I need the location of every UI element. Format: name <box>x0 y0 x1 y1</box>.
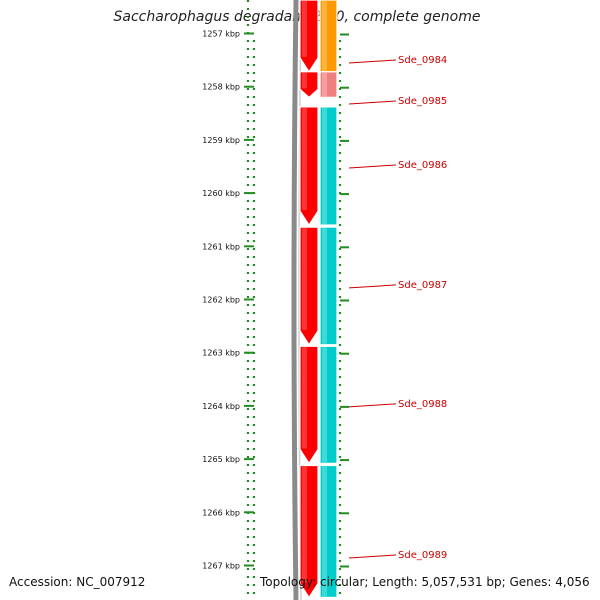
topology-text: Topology: circular; Length: 5,057,531 bp… <box>260 575 590 589</box>
backbone-line <box>291 0 299 600</box>
gene-shading <box>302 466 307 583</box>
gene-labels: Sde_0984 Sde_0985 Sde_0986 Sde_0987 Sde_0988… <box>348 55 447 561</box>
gene-block-shading <box>322 107 327 225</box>
gene-block-Sde_0987[interactable] <box>319 226 338 346</box>
label-leader-line <box>348 100 397 105</box>
gene-block-Sde_0985[interactable] <box>319 71 338 98</box>
label-leader-line <box>348 164 397 169</box>
gene-block-shading <box>322 347 327 463</box>
gene-track-cyan <box>319 0 338 599</box>
gene-shading <box>302 347 307 449</box>
accession-text: Accession: NC_007912 <box>9 575 146 589</box>
label-leader-line <box>348 403 397 408</box>
scale-tick-label: 1259 kbp <box>202 136 240 145</box>
label-leader-line <box>348 284 397 289</box>
scale-tick-label: 1267 kbp <box>202 562 240 571</box>
gene-block-shading <box>322 1 327 71</box>
label-leader-line <box>348 554 397 559</box>
gene-shading <box>302 228 307 330</box>
gene-block-Sde_0988[interactable] <box>319 345 338 464</box>
scale-tick-label: 1266 kbp <box>202 508 240 517</box>
gene-block-Sde_0989[interactable] <box>319 464 338 599</box>
gene-block-Sde_0986[interactable] <box>319 106 338 226</box>
kbp-scale: 1257 kbp 1258 kbp 1259 kbp 1260 kbp 1261 kbp… <box>202 30 349 571</box>
dotted-scale-guides <box>246 0 342 598</box>
scale-tick-label: 1263 kbp <box>202 349 240 358</box>
gene-label-Sde_0984[interactable]: Sde_0984 <box>398 55 447 66</box>
scale-tick-label: 1262 kbp <box>202 296 240 305</box>
gene-shading <box>302 107 307 211</box>
scale-tick-label: 1265 kbp <box>202 455 240 464</box>
scale-tick-label: 1257 kbp <box>202 30 240 39</box>
gene-label-Sde_0989[interactable]: Sde_0989 <box>398 550 447 561</box>
gene-shading <box>302 72 307 89</box>
gene-shading <box>302 1 307 57</box>
scale-tick-label: 1258 kbp <box>202 83 240 92</box>
scale-tick-label: 1261 kbp <box>202 242 240 251</box>
label-leader-line <box>348 59 397 64</box>
gene-label-Sde_0985[interactable]: Sde_0985 <box>398 96 447 107</box>
gene-block-shading <box>322 72 327 97</box>
gene-label-Sde_0986[interactable]: Sde_0986 <box>398 160 447 171</box>
gene-block-shading <box>322 466 327 597</box>
gene-track-red <box>299 0 319 599</box>
gene-label-Sde_0987[interactable]: Sde_0987 <box>398 280 447 291</box>
scale-tick-label: 1264 kbp <box>202 402 240 411</box>
gene-label-Sde_0988[interactable]: Sde_0988 <box>398 399 447 410</box>
gene-block-shading <box>322 228 327 344</box>
scale-tick-label: 1260 kbp <box>202 189 240 198</box>
